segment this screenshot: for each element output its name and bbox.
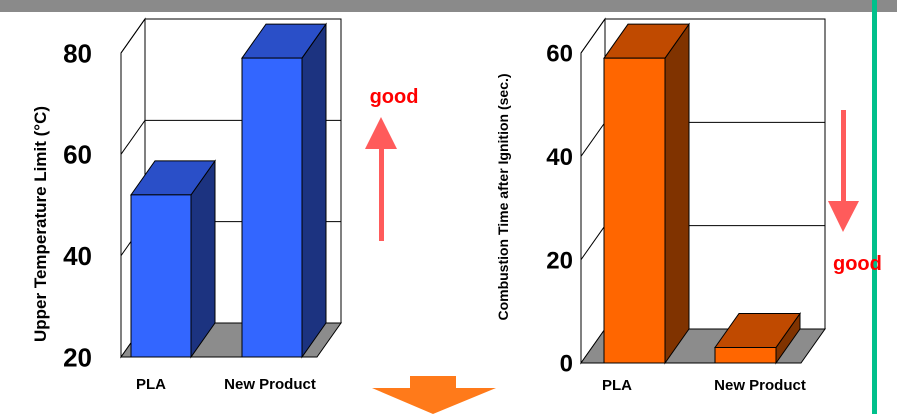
gridline bbox=[120, 18, 341, 54]
chart-2-down-arrow-icon bbox=[828, 201, 859, 232]
y-tick-label: 60 bbox=[546, 41, 573, 68]
bar-pla bbox=[130, 159, 216, 359]
x-category-label: New Product bbox=[224, 376, 316, 393]
y-tick-label: 20 bbox=[63, 342, 92, 372]
chart-1-y-ticks: 20 40 60 80 bbox=[63, 38, 92, 372]
chart-1-up-arrow-icon bbox=[365, 117, 397, 149]
top-banner bbox=[0, 0, 897, 12]
chart-2-x-labels: PLA New Product bbox=[602, 377, 806, 394]
chart-1-x-labels: PLA New Product bbox=[136, 376, 316, 393]
vertical-divider bbox=[872, 0, 877, 414]
bar-front bbox=[130, 194, 192, 358]
y-tick-label: 20 bbox=[546, 247, 573, 274]
chart-2-y-axis-label: Combustion Time after Ignition (sec.) bbox=[495, 73, 511, 320]
chart-1: 20 40 60 80 PLA New Product Upper Temperatur… bbox=[31, 17, 418, 393]
y-tick-label: 80 bbox=[63, 38, 92, 68]
gridline bbox=[580, 18, 825, 54]
bar-front bbox=[603, 57, 666, 364]
chart-1-bars bbox=[130, 22, 327, 359]
chart-2-bars bbox=[603, 22, 801, 365]
x-category-label: New Product bbox=[714, 377, 806, 394]
down-arrow-icon bbox=[372, 376, 496, 414]
chart-1-good-annotation: good bbox=[365, 86, 418, 241]
y-tick-label: 40 bbox=[546, 144, 573, 171]
chart-1-up-arrow-shaft bbox=[379, 147, 384, 241]
bar-new-product bbox=[714, 311, 801, 365]
side-wall bbox=[580, 17, 606, 365]
bar-side bbox=[301, 22, 327, 359]
chart-2-down-arrow-shaft bbox=[841, 110, 846, 203]
chart-1-good-label: good bbox=[370, 86, 419, 108]
y-tick-label: 60 bbox=[63, 140, 92, 170]
bar-pla bbox=[603, 22, 690, 365]
y-tick-label: 40 bbox=[63, 241, 92, 271]
chart-2-good-annotation bbox=[828, 110, 859, 232]
bar-front bbox=[714, 347, 777, 364]
chart-2-y-ticks: 0 20 40 60 bbox=[546, 41, 573, 378]
y-tick-label: 0 bbox=[560, 351, 573, 378]
x-category-label: PLA bbox=[136, 376, 166, 393]
bar-front bbox=[241, 57, 303, 358]
bar-new-product bbox=[241, 22, 327, 359]
chart-1-y-axis-label: Upper Temperature Limit (°C) bbox=[31, 106, 50, 342]
chart-2: 0 20 40 60 PLA New Product Combustion Time a… bbox=[495, 17, 859, 394]
chart-2-good-label: good bbox=[833, 253, 882, 275]
x-category-label: PLA bbox=[602, 377, 632, 394]
bar-side bbox=[664, 22, 690, 365]
